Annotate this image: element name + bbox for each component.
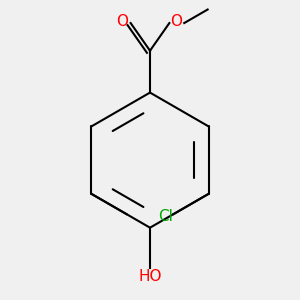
Text: O: O [170, 14, 182, 29]
Text: Cl: Cl [158, 209, 173, 224]
Text: HO: HO [138, 269, 162, 284]
Text: O: O [116, 14, 128, 29]
